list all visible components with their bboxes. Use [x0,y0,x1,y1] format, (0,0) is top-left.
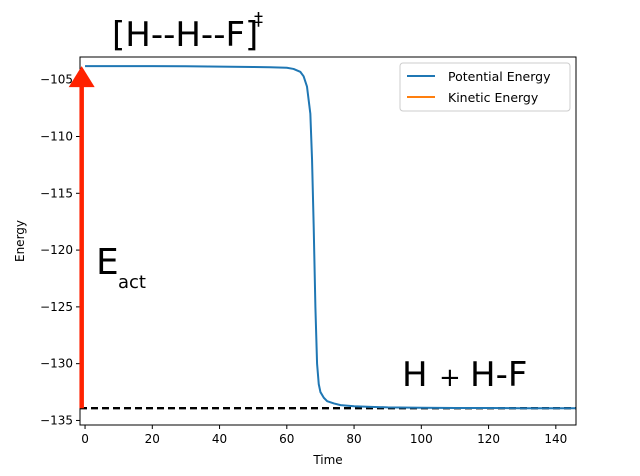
x-tick-label: 40 [212,432,227,446]
y-tick-label: −110 [40,130,73,144]
products-label-hf: H-F [470,355,527,395]
annotations: [H--H--F]‡ E act H + H-F [68,9,527,409]
legend-label-0: Potential Energy [448,69,551,84]
activation-energy-subscript: act [118,272,146,293]
y-tick-label: −125 [40,300,73,314]
x-tick-label: 60 [279,432,294,446]
x-tick-label: 80 [346,432,361,446]
products-label-h: H [402,355,428,395]
activation-energy-label: E [96,242,119,283]
x-tick-label: 140 [544,432,567,446]
y-tick-label: −135 [40,413,73,427]
x-tick-label: 20 [145,432,160,446]
plot-area [80,65,576,410]
x-tick-label: 0 [81,432,89,446]
y-tick-label: −115 [40,186,73,200]
y-tick-label: −105 [40,73,73,87]
y-tick-label: −130 [40,357,73,371]
legend: Potential Energy Kinetic Energy [399,62,571,112]
series-line-0 [85,65,576,410]
transition-state-label: [H--H--F] [112,15,258,55]
activation-arrow-head [68,66,95,88]
products-label-plus: + [439,363,461,393]
x-tick-label: 100 [410,432,433,446]
transition-state-superscript: ‡ [254,9,263,30]
legend-label-1: Kinetic Energy [448,90,539,105]
y-tick-label: −120 [40,243,73,257]
x-tick-label: 120 [477,432,500,446]
legend-box [399,62,571,112]
x-axis-label: Time [312,453,342,467]
y-axis-label: Energy [13,220,27,262]
